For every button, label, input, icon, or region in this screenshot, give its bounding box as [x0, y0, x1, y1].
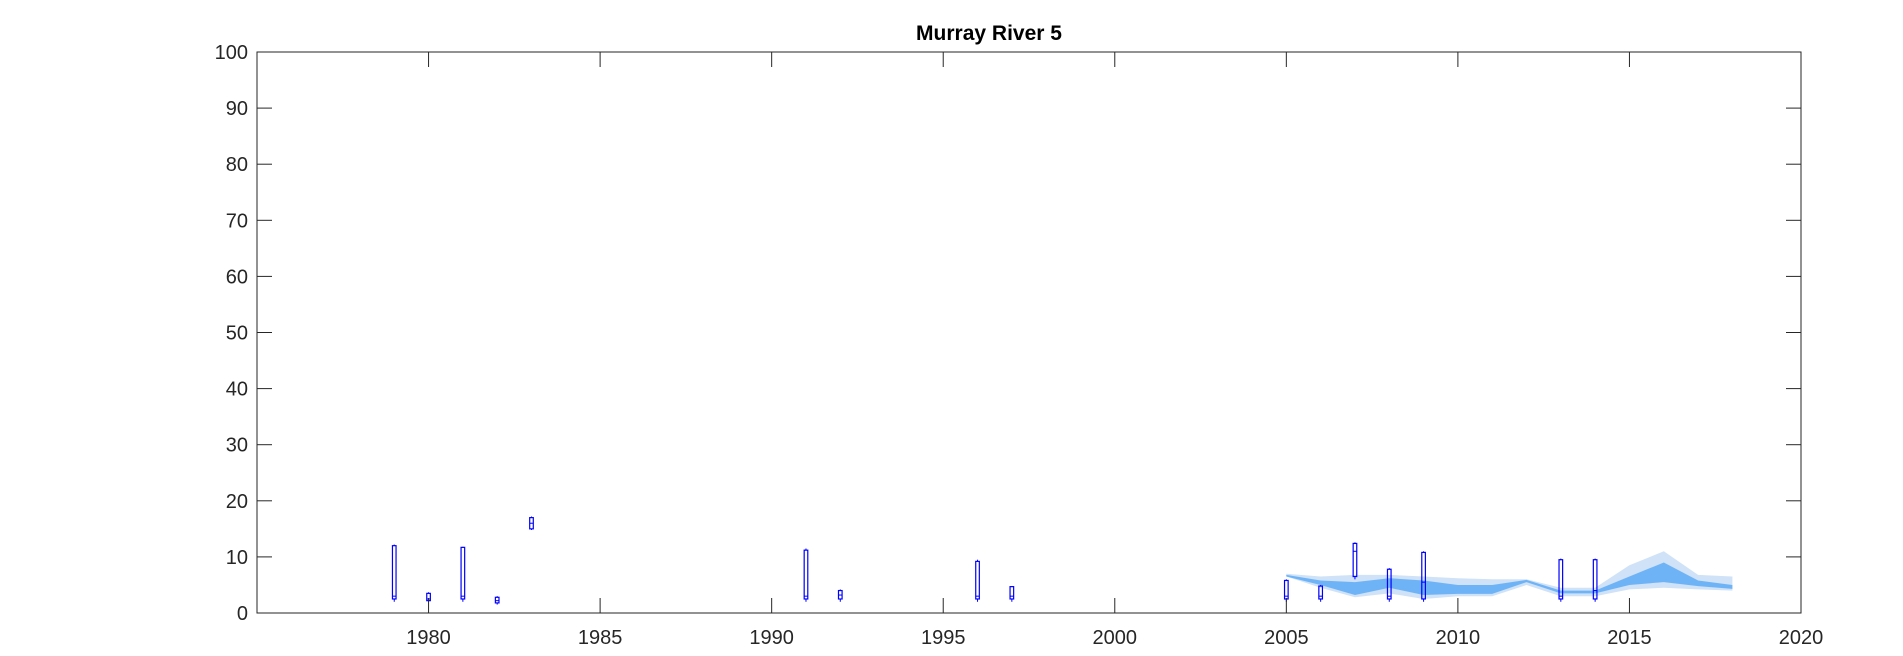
x-tick-label: 2020 — [1779, 627, 1824, 649]
x-tick-label: 2000 — [1093, 627, 1138, 649]
x-axis: 1980 1985 1990 1995 2000 2005 2010 2015 2020 — [406, 52, 1823, 649]
x-tick-label: 2015 — [1607, 627, 1652, 649]
box-1997 — [1009, 586, 1015, 602]
box-1979 — [391, 544, 397, 602]
box-1992 — [837, 589, 843, 602]
box-1982 — [494, 596, 500, 605]
y-tick-label: 80 — [226, 154, 248, 176]
box-body — [494, 596, 500, 604]
x-tick-label: 1990 — [749, 627, 794, 649]
box-body — [460, 546, 466, 600]
box-2013 — [1558, 558, 1564, 602]
box-body — [1386, 568, 1392, 600]
box-1991 — [803, 548, 809, 602]
box-body — [803, 549, 809, 600]
box-2007 — [1352, 542, 1358, 580]
x-tick-label: 1985 — [578, 627, 623, 649]
box-body — [1558, 559, 1564, 600]
axes-frame — [256, 51, 1802, 614]
box-2009 — [1421, 551, 1426, 602]
y-tick-label: 20 — [226, 491, 248, 513]
y-tick-label: 60 — [226, 266, 248, 288]
x-tick-label: 2010 — [1436, 627, 1481, 649]
box-1996 — [975, 559, 980, 602]
box-body — [1592, 559, 1598, 600]
y-tick-label: 40 — [226, 379, 248, 401]
box-body — [1352, 542, 1358, 578]
y-tick-label: 100 — [215, 42, 248, 64]
y-tick-label: 70 — [226, 210, 248, 232]
box-body — [1009, 586, 1015, 600]
box-1981 — [460, 546, 466, 602]
y-tick-label: 30 — [226, 435, 248, 457]
box-2008 — [1386, 568, 1392, 602]
y-axis: 0 10 20 30 40 50 60 70 80 90 100 — [215, 42, 1801, 625]
box-2014 — [1592, 558, 1598, 602]
box-1983 — [529, 516, 534, 530]
box-body — [975, 560, 980, 600]
box-body — [1318, 585, 1324, 600]
chart-title: Murray River 5 — [916, 22, 1062, 45]
x-tick-label: 1980 — [406, 627, 451, 649]
y-tick-label: 0 — [237, 603, 248, 625]
band-inner-band — [1286, 562, 1733, 595]
box-2006 — [1318, 584, 1324, 602]
x-tick-label: 2005 — [1264, 627, 1309, 649]
box-body — [391, 545, 397, 600]
x-tick-label: 1995 — [921, 627, 966, 649]
box-layer — [391, 516, 1598, 605]
y-tick-label: 90 — [226, 98, 248, 120]
box-body — [1421, 551, 1426, 600]
y-tick-label: 50 — [226, 323, 248, 345]
band-layer — [1286, 551, 1733, 599]
y-tick-label: 10 — [226, 547, 248, 569]
